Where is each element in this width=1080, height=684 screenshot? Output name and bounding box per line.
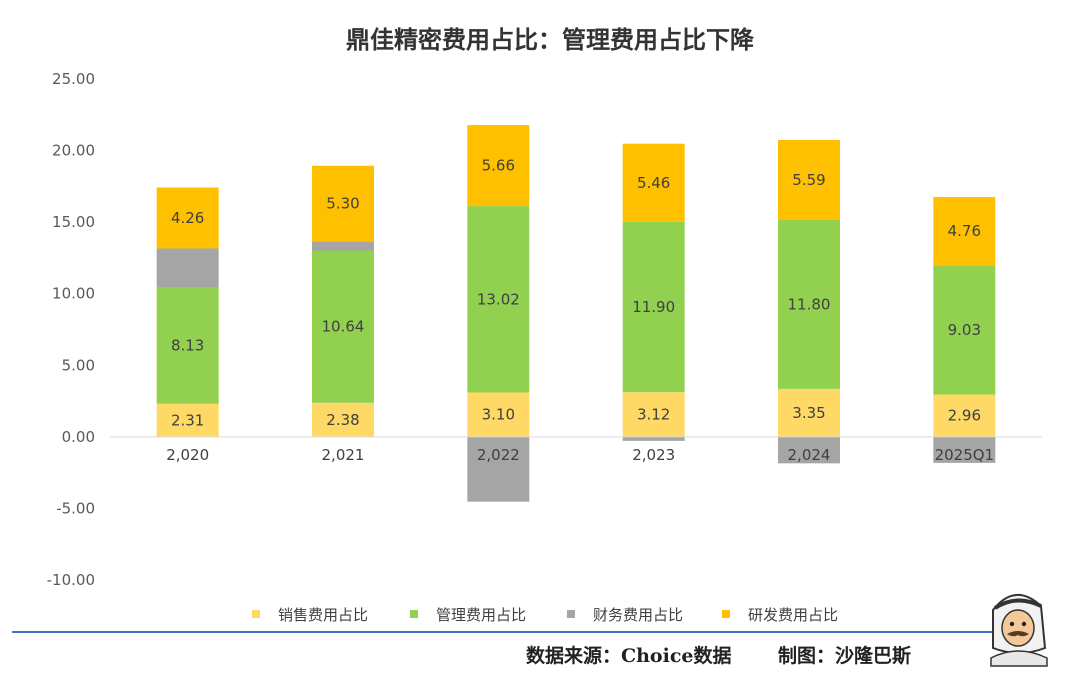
bar-segment [312,241,374,251]
x-category-label: 2,024 [788,446,831,464]
bar-segment [156,248,219,288]
legend-swatch [567,610,575,618]
bar-segment [778,219,840,389]
footer-made-by: 制图：沙隆巴斯 [778,644,911,667]
y-tick-label: 5.00 [62,356,95,374]
x-category-label: 2025Q1 [935,446,995,464]
data-label: 2.31 [171,411,204,429]
chart-title: 鼎佳精密费用占比：管理费用占比下降 [346,25,755,54]
bar-segment [312,402,374,437]
data-label: 10.64 [322,318,365,336]
bar-segment [467,436,530,502]
data-label: 9.03 [948,321,981,339]
bar-segment [467,206,530,393]
data-label: 3.12 [637,406,670,424]
bar-segment [622,392,685,437]
bar-segment [933,436,996,463]
legend-swatch [722,610,730,618]
legend-label: 管理费用占比 [436,606,526,624]
bar-segment [933,394,996,437]
data-label: 2.96 [948,407,981,425]
bar-segment [933,265,996,395]
y-tick-label: 25.00 [52,70,95,88]
legend-label: 研发费用占比 [748,606,838,624]
data-label: 5.59 [792,171,825,189]
bar-segment [312,165,374,242]
x-category-label: 2,021 [322,446,365,464]
data-label: 5.30 [326,195,359,213]
legend-label: 销售费用占比 [278,606,368,624]
data-label: 2.38 [326,411,359,429]
x-category-label: 2,023 [632,446,675,464]
y-tick-label: -5.00 [56,499,95,517]
data-label: 3.35 [792,404,825,422]
data-label: 8.13 [171,337,204,355]
x-category-label: 2,022 [477,446,520,464]
bar-segment [622,143,685,222]
data-labels: 2.31 8.13 4.26 2.38 10.64 5.30 3.10 13.02 5.66 3.… [171,157,981,430]
bar-segment [622,436,685,441]
data-label: 4.76 [948,222,981,240]
data-label: 3.10 [482,406,515,424]
data-label: 11.90 [632,298,675,316]
data-label: 5.66 [482,157,515,175]
x-category-label: 2,020 [166,446,209,464]
bar-segment [778,436,840,464]
y-tick-label: 15.00 [52,213,95,231]
data-label: 13.02 [477,290,520,308]
legend: 销售费用占比 管理费用占比 财务费用占比 研发费用占比 [252,606,838,624]
bar-segment [778,139,840,220]
bar-segment [312,250,374,403]
y-tick-label: 20.00 [52,142,95,160]
y-tick-label: 0.00 [62,428,95,446]
bar-segment [467,392,530,437]
bar-segment [156,187,219,249]
y-tick-label: -10.00 [47,571,95,589]
bar-segment [778,388,840,437]
mascot-icon [990,594,1048,667]
bars [156,125,996,502]
bar-segment [156,287,219,404]
footer-source: 数据来源：Choice数据 [526,644,731,667]
y-axis-ticks: -10.00 -5.00 0.00 5.00 10.00 15.00 20.00 25.00 [47,70,95,589]
data-label: 4.26 [171,209,204,227]
legend-swatch [410,610,418,618]
bar-segment [156,403,219,437]
legend-label: 财务费用占比 [593,606,683,624]
y-tick-label: 10.00 [52,285,95,303]
data-label: 11.80 [788,295,831,313]
bar-segment [933,197,996,266]
x-axis-categories: 2,020 2,021 2,022 2,023 2,024 2025Q1 [166,446,994,464]
bar-segment [622,221,685,393]
bar-segment [467,125,530,207]
legend-swatch [252,610,260,618]
data-label: 5.46 [637,174,670,192]
